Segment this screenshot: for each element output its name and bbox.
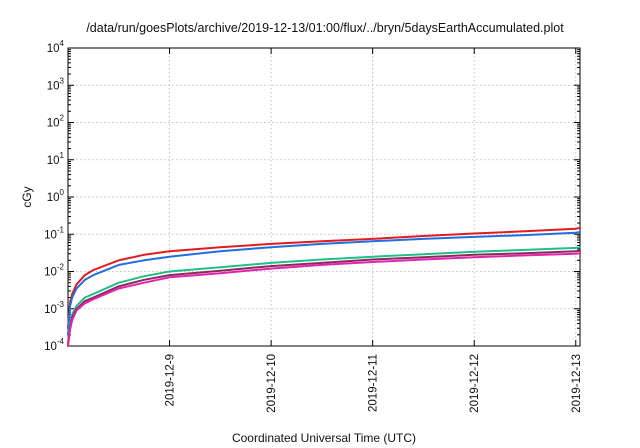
- x-axis: 2019-12-9 2019-12-10 2019-12-11 2019-12-12 2…: [165, 48, 583, 413]
- x-tick-label: 2019-12-9: [165, 354, 177, 406]
- grid: [68, 48, 580, 346]
- y-tick-label: 10-1: [44, 225, 64, 241]
- y-axis: 10-4 10-3 10-2 10-1 100 101 102 103 104: [44, 39, 580, 353]
- series-line-5: [67, 252, 581, 347]
- x-tick-label: 2019-12-11: [368, 354, 380, 412]
- x-tick-label: 2019-12-12: [469, 354, 481, 413]
- y-tick-label: 102: [47, 114, 65, 130]
- y-tick-label: 104: [47, 39, 65, 55]
- series-line-3: [67, 246, 581, 345]
- series-line-1: [67, 226, 581, 330]
- y-axis-label: cGy: [20, 186, 34, 207]
- y-tick-label: 103: [47, 76, 65, 92]
- series-group: [67, 226, 581, 347]
- series-line-2: [67, 231, 581, 336]
- x-axis-label: Coordinated Universal Time (UTC): [232, 431, 416, 445]
- y-tick-label: 10-4: [44, 337, 64, 353]
- y-tick-label: 101: [47, 151, 65, 167]
- x-tick-label: 2019-12-13: [571, 354, 583, 413]
- x-tick-label: 2019-12-10: [266, 354, 278, 413]
- y-tick-label: 10-2: [44, 263, 64, 279]
- chart-title: /data/run/goesPlots/archive/2019-12-13/0…: [86, 21, 564, 35]
- y-tick-label: 100: [47, 188, 65, 204]
- y-tick-label: 10-3: [44, 300, 64, 316]
